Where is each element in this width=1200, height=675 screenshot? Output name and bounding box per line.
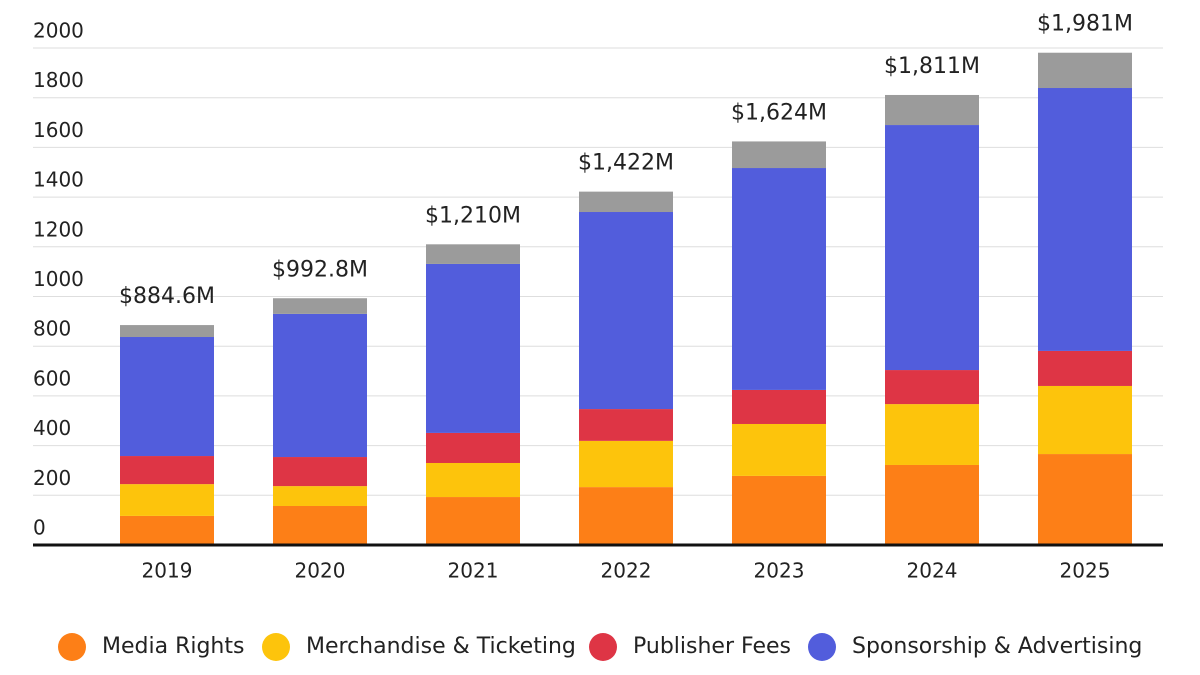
bar-segment [1038,88,1132,351]
legend-swatch [589,633,617,661]
bar-segment [120,484,214,516]
legend-label: Media Rights [102,634,244,659]
y-tick-label: 1000 [33,267,84,291]
bar-segment [426,263,520,433]
bar-segment [732,141,826,169]
x-tick-label: 2020 [295,559,346,583]
bar-segment [273,298,367,314]
bar-segment [885,404,979,465]
bar-segment [885,125,979,371]
total-label: $1,422M [578,151,674,176]
x-tick-label: 2019 [142,559,193,583]
bar-segment [273,505,367,545]
bar-segment [426,497,520,545]
bar-segment [120,515,214,545]
bar-segment [426,244,520,264]
total-label: $1,210M [425,203,521,228]
bar-segment [579,409,673,441]
bar-segment [1038,350,1132,386]
bar-segment [732,168,826,390]
y-tick-label: 2000 [33,19,84,43]
x-tick-label: 2024 [907,559,958,583]
x-tick-label: 2025 [1060,559,1111,583]
y-tick-label: 1400 [33,168,84,192]
y-tick-label: 800 [33,317,71,341]
legend-label: Sponsorship & Advertising [852,634,1142,659]
x-tick-label: 2022 [601,559,652,583]
bar-segment [273,486,367,506]
y-tick-label: 400 [33,416,71,440]
y-tick-label: 1600 [33,118,84,142]
y-tick-label: 1800 [33,68,84,92]
total-label: $1,624M [731,100,827,125]
bar-segment [885,94,979,126]
bar-segment [732,475,826,545]
bar-segment [1038,454,1132,545]
bar-segment [426,432,520,463]
bar-segment [732,423,826,476]
legend-swatch [808,633,836,661]
bar-segment [732,389,826,424]
total-label: $1,981M [1037,12,1133,37]
bar-segment [120,456,214,485]
x-tick-label: 2023 [754,559,805,583]
y-tick-label: 600 [33,366,71,390]
bar-segment [885,370,979,405]
bar-segment [579,212,673,410]
bar-segment [579,191,673,213]
legend-label: Merchandise & Ticketing [306,634,576,659]
y-tick-label: 0 [33,516,46,540]
bar-segment [273,457,367,487]
legend-swatch [262,633,290,661]
legend-label: Publisher Fees [633,634,791,659]
bar-segment [885,464,979,545]
bar-segment [1038,385,1132,455]
legend-swatch [58,633,86,661]
y-tick-label: 1200 [33,217,84,241]
bar-segment [1038,52,1132,89]
bar-segment [120,337,214,457]
total-label: $884.6M [119,284,215,309]
bar-segment [426,462,520,498]
total-label: $992.8M [272,257,368,282]
bar-segment [579,487,673,545]
x-tick-label: 2021 [448,559,499,583]
bar-segment [273,313,367,458]
y-tick-label: 200 [33,466,71,490]
bar-segment [579,440,673,488]
bar-segment [120,325,214,338]
total-label: $1,811M [884,54,980,79]
